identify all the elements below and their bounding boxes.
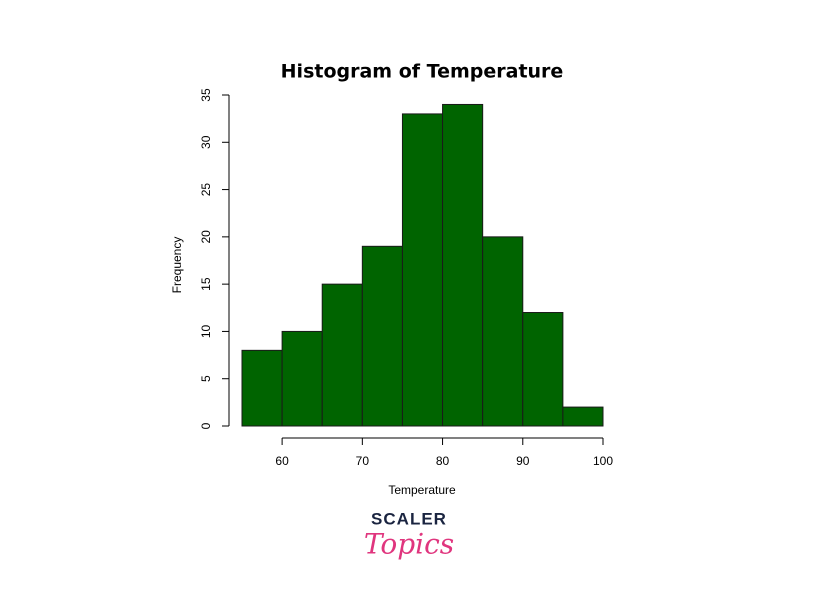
y-tick-label: 20 — [199, 230, 213, 244]
y-tick-label: 0 — [199, 422, 213, 429]
x-tick-label: 90 — [516, 454, 530, 468]
bar — [482, 236, 524, 427]
bar — [281, 330, 323, 427]
y-tick-label: 25 — [199, 183, 213, 197]
y-tick-label: 30 — [199, 135, 213, 149]
x-tick-label: 70 — [356, 454, 370, 468]
y-tick-label: 35 — [199, 88, 213, 102]
logo-line2: Topics — [364, 528, 454, 561]
y-tick-label: 10 — [199, 324, 213, 338]
bar — [522, 312, 564, 427]
chart-title: Histogram of Temperature — [281, 61, 564, 83]
bar — [401, 113, 444, 427]
bar — [321, 283, 363, 427]
x-tick-label: 80 — [436, 454, 450, 468]
x-axis-label: Temperature — [388, 483, 456, 497]
y-tick-label: 15 — [199, 277, 213, 291]
bar — [361, 245, 403, 427]
x-tick-label: 100 — [593, 454, 613, 468]
x-tick-label: 60 — [275, 454, 289, 468]
bar — [442, 103, 484, 427]
bar — [241, 349, 283, 427]
logo-line1: SCALER — [371, 509, 447, 528]
y-tick-label: 5 — [199, 375, 213, 382]
bar — [562, 406, 604, 427]
y-axis-label: Frequency — [170, 237, 184, 294]
